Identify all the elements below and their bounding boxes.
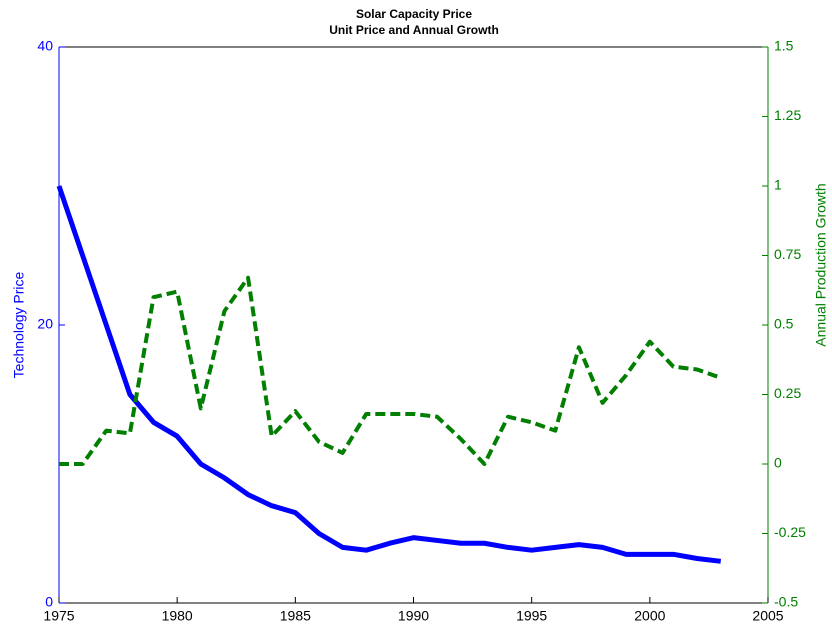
x-tick-label: 1975 — [43, 608, 74, 624]
y2-tick-label: 0.5 — [774, 316, 794, 332]
x-tick-label: 2005 — [752, 608, 783, 624]
chart-subtitle: Unit Price and Annual Growth — [329, 23, 499, 37]
series-line — [56, 185, 722, 564]
y2-tick-label: 1 — [774, 177, 782, 193]
x-tick-label: 1980 — [162, 608, 193, 624]
y-axis-label: Technology Price — [11, 271, 27, 378]
y2-tick-label: -0.5 — [774, 594, 798, 610]
y2-tick-label: 0 — [774, 455, 782, 471]
x-tick-label: 2000 — [634, 608, 665, 624]
x-tick-label: 1985 — [280, 608, 311, 624]
y-tick-label: 40 — [37, 38, 53, 54]
y2-tick-label: -0.25 — [774, 524, 806, 540]
x-tick-label: 1990 — [398, 608, 429, 624]
chart-title: Solar Capacity Price — [356, 7, 472, 21]
series-line — [59, 275, 722, 466]
y2-tick-label: 1.5 — [774, 38, 794, 54]
y2-tick-label: 0.75 — [774, 246, 801, 262]
y2-tick-label: 1.25 — [774, 107, 801, 123]
y-tick-label: 0 — [45, 594, 53, 610]
x-tick-label: 1995 — [516, 608, 547, 624]
y2-axis-label: Annual Production Growth — [813, 183, 829, 346]
y2-tick-label: 0.25 — [774, 385, 801, 401]
y-tick-label: 20 — [37, 316, 53, 332]
